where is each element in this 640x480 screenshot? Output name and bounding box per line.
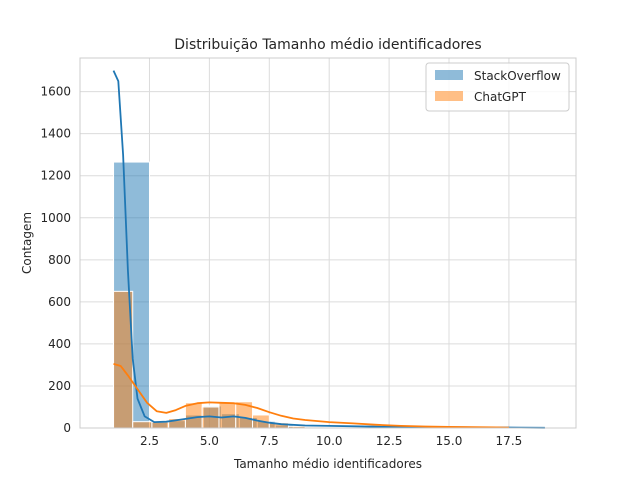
y-tick-label: 800 — [48, 253, 71, 267]
bar-chatgpt — [132, 421, 153, 429]
legend-swatch-stackoverflow — [435, 70, 463, 80]
legend-label-chatgpt: ChatGPT — [474, 90, 527, 104]
plot-area — [79, 57, 577, 429]
y-tick-label: 0 — [63, 421, 71, 435]
kde-line-stackoverflow — [112, 70, 545, 429]
kde-line-chatgpt — [113, 363, 509, 429]
legend-swatch-chatgpt — [435, 91, 463, 101]
x-tick-label: 12.5 — [376, 434, 403, 448]
x-axis-ticks: 2.5 5.0 7.5 10.0 12.5 15.0 17.5 — [140, 434, 522, 448]
x-tick-label: 17.5 — [496, 434, 523, 448]
chart-title: Distribuição Tamanho médio identificador… — [174, 37, 481, 53]
y-tick-label: 400 — [48, 337, 71, 351]
bar-chatgpt — [184, 402, 203, 429]
x-tick-label: 5.0 — [200, 434, 219, 448]
plot-background — [80, 58, 576, 428]
y-tick-label: 1400 — [40, 127, 71, 141]
y-axis-ticks: 0 200 400 600 800 1000 1200 1400 1600 — [40, 85, 71, 435]
x-axis-title: Tamanho médio identificadores — [233, 457, 422, 471]
bar-chatgpt — [218, 402, 237, 429]
x-tick-label: 7.5 — [260, 434, 279, 448]
y-tick-label: 600 — [48, 295, 71, 309]
y-tick-label: 1600 — [40, 85, 71, 99]
x-tick-label: 15.0 — [436, 434, 463, 448]
x-tick-label: 10.0 — [316, 434, 343, 448]
kde-curves — [112, 70, 545, 429]
legend-label-stackoverflow: StackOverflow — [474, 69, 561, 83]
plot-frame — [79, 57, 577, 429]
x-tick-label: 2.5 — [140, 434, 159, 448]
y-axis-title: Contagem — [20, 212, 34, 274]
y-tick-label: 1000 — [40, 211, 71, 225]
histogram-bars — [113, 161, 348, 429]
y-tick-label: 200 — [48, 379, 71, 393]
y-tick-label: 1200 — [40, 169, 71, 183]
legend: StackOverflow ChatGPT — [425, 62, 570, 112]
